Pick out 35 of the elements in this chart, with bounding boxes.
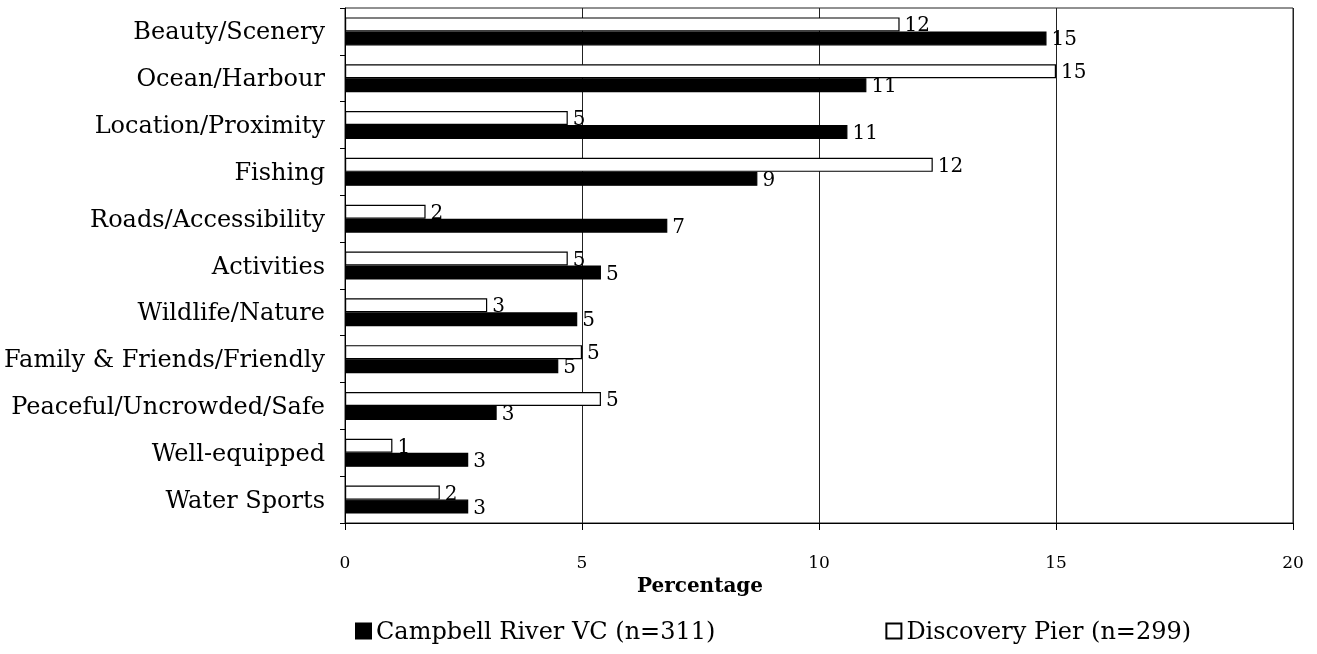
y-tick-label: Beauty/Scenery xyxy=(133,17,326,46)
data-label: 12 xyxy=(904,12,931,37)
data-label: 3 xyxy=(492,293,505,318)
data-label: 2 xyxy=(444,480,458,505)
x-tick-label: 0 xyxy=(339,551,351,572)
data-label: 7 xyxy=(672,213,686,238)
data-label: 3 xyxy=(473,447,486,472)
legend-label: Discovery Pier (n=299) xyxy=(906,617,1192,645)
data-label: 5 xyxy=(582,307,595,332)
x-axis-title: Percentage xyxy=(636,573,764,597)
y-tick-label: Location/Proximity xyxy=(94,111,326,140)
data-label: 2 xyxy=(430,199,444,224)
y-tick-label: Fishing xyxy=(234,157,325,186)
y-tick-label: Water Sports xyxy=(165,485,325,514)
data-label: 9 xyxy=(762,166,776,191)
y-tick-label: Family & Friends/Friendly xyxy=(4,345,326,374)
y-tick-label: Activities xyxy=(210,251,325,280)
data-label: 12 xyxy=(937,152,964,177)
x-tick-label: 20 xyxy=(1282,551,1304,572)
y-tick-label: Peaceful/Uncrowded/Safe xyxy=(11,391,325,420)
y-tick-label: Well-equipped xyxy=(151,438,325,467)
data-label: 1 xyxy=(397,433,411,458)
data-label: 5 xyxy=(605,260,619,285)
legend-label: Campbell River VC (n=311) xyxy=(376,617,716,645)
y-tick-label: Ocean/Harbour xyxy=(136,64,326,93)
x-tick-label: 10 xyxy=(808,551,830,572)
data-label: 11 xyxy=(852,120,878,145)
data-label: 15 xyxy=(1061,59,1087,84)
data-label: 5 xyxy=(605,386,619,411)
x-tick-label: 15 xyxy=(1045,551,1067,572)
data-label: 3 xyxy=(473,494,486,519)
y-tick-label: Roads/Accessibility xyxy=(90,204,326,233)
data-label: 5 xyxy=(587,340,600,365)
y-tick-label: Wildlife/Nature xyxy=(137,298,325,327)
x-tick-label: 5 xyxy=(576,551,588,572)
